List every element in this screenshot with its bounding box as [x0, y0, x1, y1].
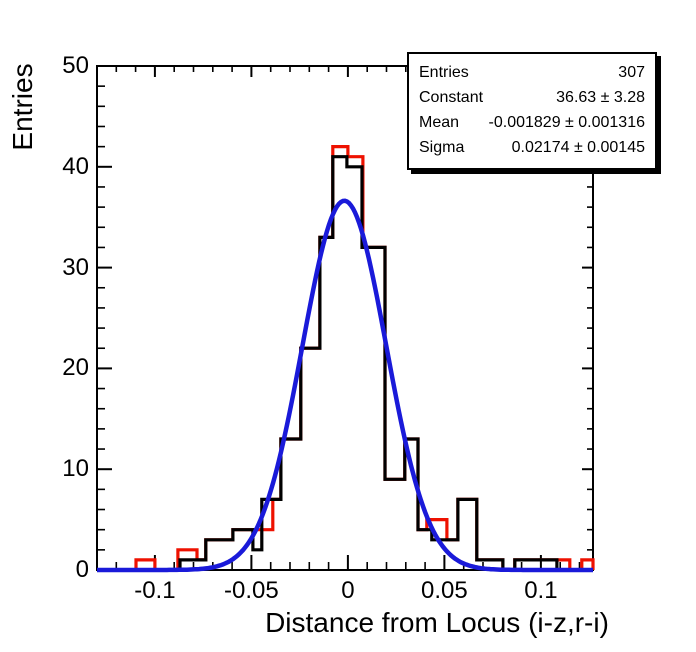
stats-value: 307: [618, 64, 645, 81]
stats-row-sigma: Sigma 0.02174 ± 0.00145: [419, 135, 645, 160]
stats-label: Constant: [419, 89, 484, 106]
x-tick-label: 0: [341, 577, 355, 604]
y-tick-label: 10: [62, 455, 89, 483]
stats-label: Mean: [419, 114, 460, 131]
stats-value: -0.001829 ± 0.001316: [488, 114, 645, 131]
stats-value: 36.63 ± 3.28: [556, 89, 645, 106]
stats-box: Entries 307 Constant 36.63 ± 3.28 Mean -0.001…: [407, 52, 657, 170]
stats-label: Entries: [419, 64, 469, 81]
plot-frame: [96, 65, 594, 571]
stats-row-mean: Mean -0.001829 ± 0.001316: [419, 110, 645, 135]
comparison-histogram-path: [97, 145, 595, 572]
main-histogram-path: [97, 155, 593, 572]
x-tick-label: -0.05: [224, 577, 279, 604]
x-tick-label: 0.1: [524, 577, 558, 604]
x-tick-label: 0.05: [421, 577, 468, 604]
stats-row-entries: Entries 307: [419, 60, 645, 85]
stats-row-constant: Constant 36.63 ± 3.28: [419, 85, 645, 110]
y-tick-label: 20: [62, 354, 89, 382]
stats-label: Sigma: [419, 139, 465, 156]
x-axis-title: Distance from Locus (i-z,r-i): [265, 607, 609, 638]
y-tick-label: 0: [75, 556, 89, 583]
x-tick-label: -0.1: [134, 577, 176, 604]
gaussian-fit-curve: [97, 198, 593, 573]
y-tick-label: 50: [62, 52, 89, 79]
y-tick-label: 30: [62, 253, 89, 281]
y-tick-label: 40: [62, 152, 89, 180]
stats-value: 0.02174 ± 0.00145: [511, 139, 645, 156]
